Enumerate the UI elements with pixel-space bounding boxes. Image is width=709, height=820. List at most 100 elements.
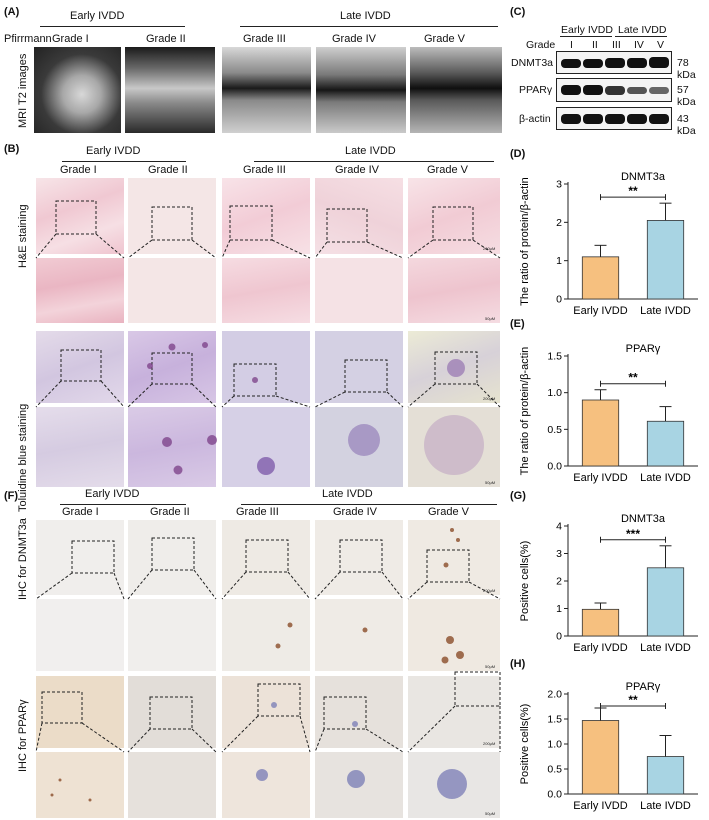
ihc-dnmt-low-grade-2: [128, 520, 216, 595]
x-tick-label: Late IVDD: [640, 800, 691, 812]
grade-label-f-2: Grade II: [150, 506, 190, 518]
late-ivdd-line-f: [241, 504, 497, 505]
grade-label-a-5: Grade V: [424, 33, 465, 45]
ihc-dnmt-low-grade-5: [408, 520, 500, 595]
significance-label: **: [628, 693, 638, 707]
pfirrmann-label: Pfirrmann: [4, 33, 52, 45]
chart-title: DNMT3a: [621, 171, 666, 183]
bar-chart-e: The ratio of protein/β-actin PPARγ 0.0 0.5 1…: [519, 343, 698, 484]
ihc-ppar-low-grade-3: [222, 676, 310, 748]
blot-grade-4: IV: [634, 39, 644, 51]
blot-early-label: Early IVDD: [561, 24, 613, 36]
ihc-ppar-high-grade-1: [36, 752, 124, 818]
scalebar-dnmt-low: 200μM: [483, 588, 496, 593]
bar-chart-d: The ratio of protein/β-actin DNMT3a 0 1 2 3 Ea…: [519, 171, 698, 317]
ihc-dnmt-low-grade-4: [315, 520, 403, 595]
scalebar-ppar-low: 200μM: [483, 741, 496, 746]
mri-image-grade-2: [125, 47, 215, 133]
ihc-dnmt-high-grade-2: [128, 599, 216, 671]
mri-image-grade-3: [222, 47, 311, 133]
blot-protein-ppar: PPARγ: [519, 84, 553, 96]
grade-label-b-2: Grade II: [148, 164, 188, 176]
x-tick-label: Early IVDD: [573, 305, 627, 317]
grade-label-f-3: Grade III: [236, 506, 279, 518]
he-low-grade-2: [128, 178, 216, 254]
tb-high-grade-1: [36, 407, 124, 487]
ihc-ppar-high-grade-3: [222, 752, 310, 818]
x-tick-label: Late IVDD: [640, 472, 691, 484]
he-high-grade-4: [315, 258, 403, 323]
blot-strip-dnmt3a: [556, 51, 672, 74]
grade-label-a-3: Grade III: [243, 33, 286, 45]
scalebar-he-high: 50μM: [485, 316, 496, 321]
he-low-grade-3: [222, 178, 310, 254]
tb-high-grade-2: [128, 407, 216, 487]
panel-label-e: (E): [510, 318, 525, 330]
early-ivdd-line-a: [40, 26, 185, 27]
panel-label-g: (G): [510, 490, 526, 502]
scalebar-dnmt-high: 50μM: [485, 664, 496, 669]
x-tick-label: Early IVDD: [573, 800, 627, 812]
grade-label-a-2: Grade II: [146, 33, 186, 45]
mri-image-grade-5: [410, 47, 502, 133]
panel-label-c: (C): [510, 6, 526, 18]
blot-size-dnmt3a: 78 kDa: [677, 57, 696, 81]
tb-low-grade-1: [36, 331, 124, 403]
grade-label-b-5: Grade V: [427, 164, 468, 176]
x-tick-label: Early IVDD: [573, 642, 627, 654]
y-axis-label: Positive cells(%): [519, 541, 531, 622]
bar: [581, 720, 620, 795]
early-ivdd-line-f: [60, 504, 186, 505]
panel-label-d: (D): [510, 148, 526, 160]
blot-strip-ppar: [556, 78, 672, 102]
ihc-dnmt-low-grade-1: [36, 520, 124, 595]
grade-label-a-4: Grade IV: [332, 33, 377, 45]
ihc-dnmt-high-grade-4: [315, 599, 403, 671]
bar: [646, 567, 685, 637]
scalebar-ppar-high: 50μM: [485, 811, 496, 816]
bar-chart-h: Positive cells(%) PPARγ 0.0 0.5 1.0 1.5 2.0 Ear…: [519, 681, 698, 812]
mri-image-grade-1: [34, 47, 121, 133]
y-tick-label: 1: [556, 255, 562, 267]
he-high-grade-3: [222, 258, 310, 323]
y-tick-label: 0.0: [547, 461, 562, 473]
tb-low-grade-4: [315, 331, 403, 403]
he-high-grade-5: [408, 258, 500, 323]
bar: [581, 399, 620, 467]
blot-size-actin: 43 kDa: [677, 113, 696, 137]
early-ivdd-label-a: Early IVDD: [70, 10, 125, 22]
y-axis-label: The ratio of protein/β-actin: [519, 177, 531, 306]
grade-label-f-1: Grade I: [62, 506, 99, 518]
bar: [581, 608, 620, 637]
y-tick-label: 0: [556, 631, 562, 643]
blot-early-line: [560, 36, 612, 37]
y-tick-label: 0.5: [547, 764, 562, 776]
panel-label-a: (A): [4, 6, 20, 18]
y-tick-label: 0: [556, 294, 562, 306]
y-tick-label: 1: [556, 603, 562, 615]
scalebar-tb-high: 50μM: [485, 480, 496, 485]
ihc-ppar-low-grade-5: [408, 676, 500, 748]
grade-label-b-4: Grade IV: [335, 164, 380, 176]
y-tick-label: 0.5: [547, 424, 562, 436]
blot-grade-1: I: [570, 39, 573, 51]
grade-label-f-5: Grade V: [428, 506, 469, 518]
bar: [646, 220, 685, 300]
chart-title: PPARγ: [626, 343, 661, 355]
early-ivdd-label-b: Early IVDD: [86, 145, 141, 157]
ihc-dnmt-low-grade-3: [222, 520, 310, 595]
y-tick-label: 3: [556, 548, 562, 560]
x-tick-label: Early IVDD: [573, 472, 627, 484]
ihc-ppar-low-grade-4: [315, 676, 403, 748]
ihc-dnmt-high-grade-5: [408, 599, 500, 671]
late-ivdd-label-f: Late IVDD: [322, 488, 373, 500]
y-tick-label: 1.0: [547, 739, 562, 751]
late-ivdd-line-a: [240, 26, 498, 27]
y-axis-label: The ratio of protein/β-actin: [519, 347, 531, 476]
y-tick-label: 0.0: [547, 789, 562, 801]
scalebar-tb-low: 200μM: [483, 396, 496, 401]
late-ivdd-label-a: Late IVDD: [340, 10, 391, 22]
blot-late-line: [615, 36, 667, 37]
bar: [581, 256, 620, 300]
